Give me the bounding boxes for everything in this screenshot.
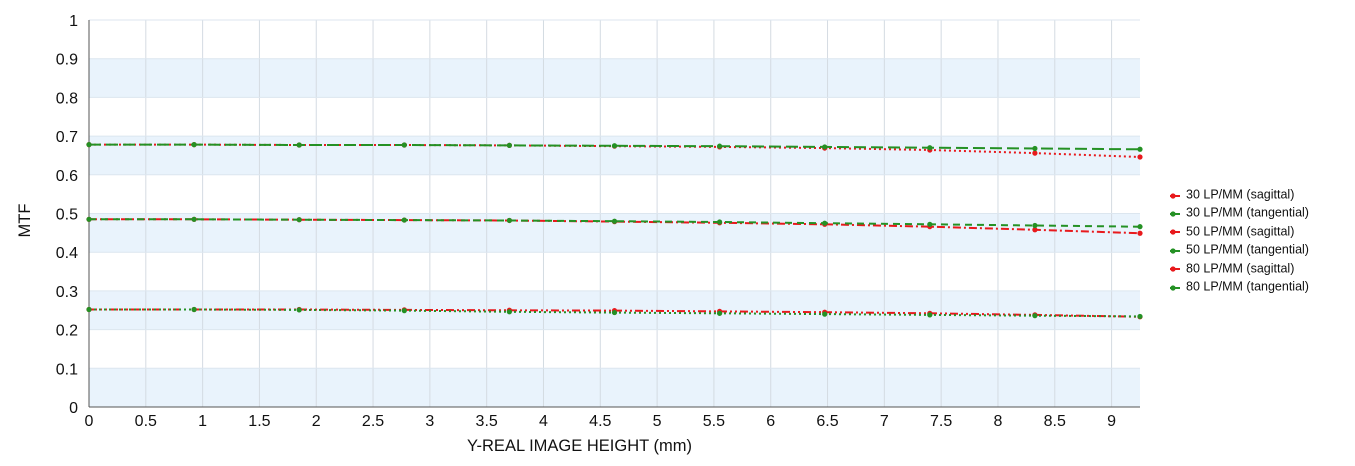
x-tick-label: 7 [880, 413, 889, 430]
legend-item: 50 LP/MM (tangential) [1168, 240, 1353, 258]
series-marker [506, 142, 512, 148]
y-tick-label: 0.4 [56, 245, 78, 262]
series-marker [717, 310, 723, 316]
x-tick-label: 6 [766, 413, 775, 430]
series-marker [1032, 313, 1038, 319]
series-line-2 [89, 143, 1141, 151]
series-marker [191, 306, 197, 313]
series-marker [401, 308, 407, 314]
legend-label: 30 LP/MM (sagittal) [1186, 187, 1295, 202]
legend-swatch [1170, 193, 1180, 199]
series-marker [1032, 227, 1038, 233]
legend-label: 30 LP/MM (tangential) [1186, 205, 1309, 220]
legend-item: 50 LP/MM (sagittal) [1168, 222, 1353, 240]
x-tick-label: 3.5 [476, 413, 498, 430]
x-tick-label: 8.5 [1044, 413, 1066, 430]
y-tick-label: 0.9 [56, 52, 78, 69]
y-axis-title: MTF [16, 204, 34, 238]
y-tick-label: 0.6 [56, 168, 78, 185]
legend-swatch [1170, 266, 1180, 272]
legend-item: 80 LP/MM (sagittal) [1168, 259, 1353, 277]
series-marker [1137, 313, 1143, 320]
x-tick-label: 0 [85, 413, 94, 430]
x-tick-label: 1.5 [248, 413, 270, 430]
legend-swatch [1170, 211, 1180, 217]
x-tick-label: 4 [539, 413, 548, 430]
background-band [89, 368, 1140, 407]
legend-label: 80 LP/MM (sagittal) [1186, 261, 1295, 276]
series-marker [86, 306, 92, 313]
series-marker [191, 216, 197, 222]
x-tick-label: 0.5 [135, 413, 157, 430]
legend-label: 50 LP/MM (tangential) [1186, 242, 1309, 257]
background-band [89, 58, 1140, 98]
legend-item: 30 LP/MM (sagittal) [1168, 185, 1353, 203]
x-tick-label: 5.5 [703, 413, 725, 430]
series-marker [86, 142, 92, 148]
series-marker [927, 145, 933, 151]
legend-label: 80 LP/MM (tangential) [1186, 279, 1309, 294]
legend-item: 80 LP/MM (tangential) [1168, 277, 1353, 295]
y-tick-label: 0.2 [56, 323, 78, 340]
series-marker [1137, 224, 1143, 230]
series-marker [717, 219, 723, 225]
series-marker [86, 216, 92, 222]
y-tick-label: 0.3 [56, 284, 78, 301]
series-marker [296, 142, 302, 148]
series-marker [822, 220, 828, 226]
y-tick-label: 0.8 [56, 90, 78, 107]
legend: 30 LP/MM (sagittal) 30 LP/MM (tangential)… [1168, 185, 1353, 295]
series-marker [506, 309, 512, 315]
series-marker [1032, 150, 1038, 156]
background-band [89, 136, 1140, 175]
x-tick-label: 2.5 [362, 413, 384, 430]
x-axis-title: Y-REAL IMAGE HEIGHT (mm) [467, 437, 692, 455]
x-tick-label: 4.5 [589, 413, 611, 430]
series-marker [296, 307, 302, 313]
background-bands [89, 58, 1140, 407]
series-marker [611, 218, 618, 224]
series-marker [927, 221, 933, 227]
series-marker [296, 217, 302, 223]
y-tick-label: 0.5 [56, 207, 78, 224]
series-marker [401, 217, 407, 223]
x-tick-label: 1 [198, 413, 207, 430]
legend-swatch [1170, 229, 1180, 236]
series-marker [927, 312, 933, 318]
series-marker [1137, 154, 1143, 160]
x-tick-label: 3 [425, 413, 434, 430]
series-marker [506, 217, 512, 224]
series-marker [401, 142, 407, 148]
legend-item: 30 LP/MM (tangential) [1168, 203, 1353, 221]
series-marker [822, 311, 828, 317]
series-marker [1032, 222, 1038, 229]
series-marker [611, 309, 618, 316]
series-group [86, 142, 1143, 320]
series-marker [1137, 146, 1143, 152]
x-tick-label: 5 [653, 413, 662, 430]
gridlines [88, 19, 1140, 408]
chart-svg: 0 0.1 0.2 0.3 0.4 0.5 0.6 0.7 0.8 0.9 1 0 0.5 1 1.5 2 2.… [16, 13, 1143, 455]
series-marker [191, 142, 197, 148]
x-tick-label: 2 [312, 413, 321, 430]
series-marker [1137, 230, 1143, 236]
x-tick-label: 9 [1107, 413, 1116, 430]
legend-label: 50 LP/MM (sagittal) [1186, 224, 1295, 239]
x-tick-label: 8 [994, 413, 1003, 430]
x-tick-label: 6.5 [816, 413, 838, 430]
series-line-3 [89, 218, 1141, 235]
series-marker [611, 143, 618, 149]
y-tick-label: 0 [69, 400, 78, 417]
series-marker [1032, 145, 1038, 152]
x-tick-label: 7.5 [930, 413, 952, 430]
series-marker [822, 144, 828, 150]
series-marker [717, 143, 723, 149]
legend-swatch [1170, 285, 1180, 291]
y-tick-label: 1 [69, 13, 78, 30]
legend-swatch [1170, 248, 1180, 254]
y-tick-label: 0.1 [56, 361, 78, 378]
y-tick-label: 0.7 [56, 129, 78, 146]
